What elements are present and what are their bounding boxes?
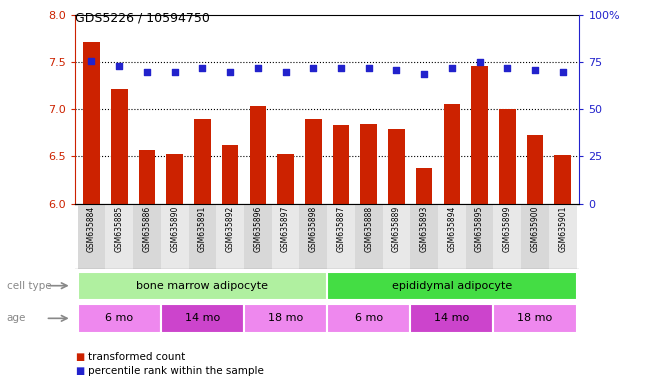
Point [502,65,512,71]
Bar [549,204,577,269]
Point [142,69,152,75]
Text: 14 mo: 14 mo [185,313,220,323]
Point [281,69,291,75]
Text: GSM635888: GSM635888 [364,205,373,252]
Text: GDS5226 / 10594750: GDS5226 / 10594750 [75,12,210,25]
Text: age: age [7,313,26,323]
Text: GSM635898: GSM635898 [309,205,318,252]
Text: GSM635896: GSM635896 [253,205,262,252]
Text: GSM635897: GSM635897 [281,205,290,252]
Bar [222,145,238,204]
Bar [327,271,577,300]
Text: GSM635892: GSM635892 [226,205,234,252]
Point [197,65,208,71]
Bar [465,204,493,269]
Text: ■: ■ [75,366,84,376]
Text: GSM635901: GSM635901 [559,205,567,252]
Text: epididymal adipocyte: epididymal adipocyte [392,281,512,291]
Bar [361,124,377,204]
Point [447,65,457,71]
Point [225,69,235,75]
Bar [410,304,493,333]
Bar [83,42,100,204]
Text: GSM635900: GSM635900 [531,205,540,252]
Bar [443,104,460,204]
Bar [416,168,432,204]
Bar [194,119,211,204]
Text: 18 mo: 18 mo [268,313,303,323]
Bar [167,154,183,204]
Bar [244,304,327,333]
Text: GSM635884: GSM635884 [87,205,96,252]
Bar [139,150,155,204]
Point [308,65,318,71]
Point [114,63,124,69]
Bar [249,106,266,204]
Bar [244,204,271,269]
Bar [555,155,571,204]
Bar [111,89,128,204]
Point [363,65,374,71]
Bar [410,204,438,269]
Bar [277,154,294,204]
Text: GSM635886: GSM635886 [143,205,152,252]
Bar [77,304,161,333]
Text: GSM635894: GSM635894 [447,205,456,252]
Bar [388,129,405,204]
Bar [333,126,350,204]
Bar [527,135,544,204]
Text: 6 mo: 6 mo [105,313,133,323]
Text: transformed count: transformed count [88,352,185,362]
Bar [493,204,521,269]
Bar [77,204,105,269]
Point [169,69,180,75]
Bar [327,204,355,269]
Point [419,71,430,77]
Point [391,67,402,73]
Text: GSM635890: GSM635890 [170,205,179,252]
Bar [493,304,577,333]
Bar [305,119,322,204]
Text: percentile rank within the sample: percentile rank within the sample [88,366,264,376]
Text: GSM635895: GSM635895 [475,205,484,252]
Point [87,58,97,64]
Bar [383,204,410,269]
Text: GSM635893: GSM635893 [420,205,428,252]
Bar [105,204,133,269]
Point [557,69,568,75]
Bar [189,204,216,269]
Bar [271,204,299,269]
Point [530,67,540,73]
Bar [133,204,161,269]
Text: ■: ■ [75,352,84,362]
Bar [355,204,383,269]
Text: bone marrow adipocyte: bone marrow adipocyte [136,281,268,291]
Bar [521,204,549,269]
Text: GSM635891: GSM635891 [198,205,207,252]
Text: GSM635885: GSM635885 [115,205,124,252]
Point [253,65,263,71]
Bar [161,304,244,333]
Bar [77,271,327,300]
Bar [161,204,189,269]
Text: GSM635899: GSM635899 [503,205,512,252]
Bar [299,204,327,269]
Point [336,65,346,71]
Text: 6 mo: 6 mo [355,313,383,323]
Text: GSM635887: GSM635887 [337,205,346,252]
Bar [471,66,488,204]
Text: 14 mo: 14 mo [434,313,469,323]
Bar [499,109,516,204]
Bar [438,204,465,269]
Bar [216,204,244,269]
Text: GSM635889: GSM635889 [392,205,401,252]
Bar [327,304,410,333]
Text: cell type: cell type [7,281,51,291]
Text: 18 mo: 18 mo [518,313,553,323]
Point [475,59,485,65]
